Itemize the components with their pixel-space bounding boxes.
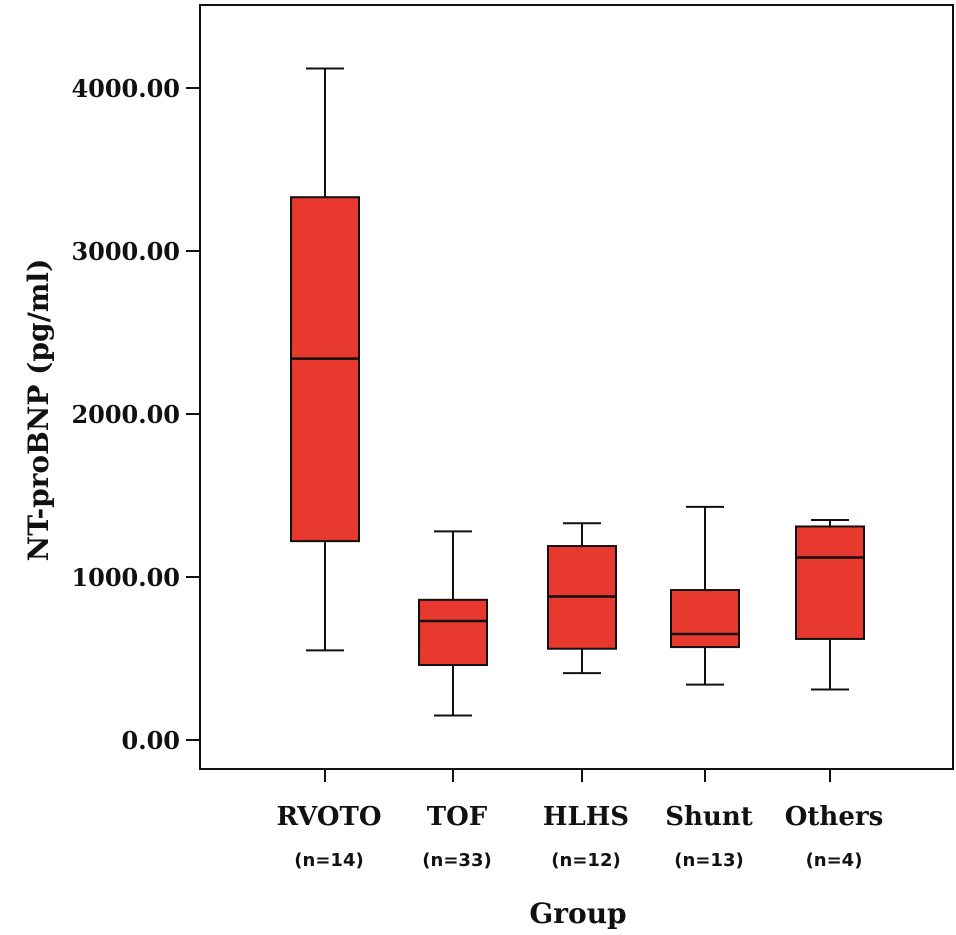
box-tof xyxy=(418,530,488,717)
x-sample-size-label: (n=4) xyxy=(806,850,863,871)
box-series xyxy=(290,67,865,717)
y-axis-title: NT-proBNP (pg/ml) xyxy=(22,259,55,562)
x-category-label: TOF xyxy=(427,802,488,832)
y-tick-label: 4000.00 xyxy=(71,74,180,103)
plot-frame xyxy=(199,4,954,770)
x-category-label: Others xyxy=(785,802,883,832)
y-tick-label: 3000.00 xyxy=(71,237,180,266)
y-tick-label: 1000.00 xyxy=(71,563,180,592)
y-axis: 0.00 1000.00 2000.00 3000.00 4000.00 xyxy=(71,74,200,755)
box-rvoto xyxy=(290,67,360,652)
x-category-label: RVOTO xyxy=(276,802,381,832)
y-tick-label: 2000.00 xyxy=(71,400,180,429)
box-hlhs xyxy=(547,522,617,675)
box-shunt xyxy=(670,505,740,686)
x-axis-labels: RVOTO (n=14) TOF (n=33) HLHS (n=12) Shunt (n=13… xyxy=(276,769,883,871)
x-sample-size-label: (n=12) xyxy=(551,850,620,871)
x-category-label: Shunt xyxy=(665,802,753,832)
y-tick-label: 0.00 xyxy=(122,726,180,755)
iqr-box xyxy=(290,196,360,543)
x-sample-size-label: (n=14) xyxy=(294,850,363,871)
x-category-label: HLHS xyxy=(543,802,629,832)
x-sample-size-label: (n=33) xyxy=(422,850,491,871)
iqr-box xyxy=(418,598,488,667)
x-sample-size-label: (n=13) xyxy=(674,850,743,871)
x-axis-title: Group xyxy=(529,897,626,930)
iqr-box xyxy=(795,525,865,640)
box-others xyxy=(795,518,865,691)
iqr-box xyxy=(670,589,740,649)
